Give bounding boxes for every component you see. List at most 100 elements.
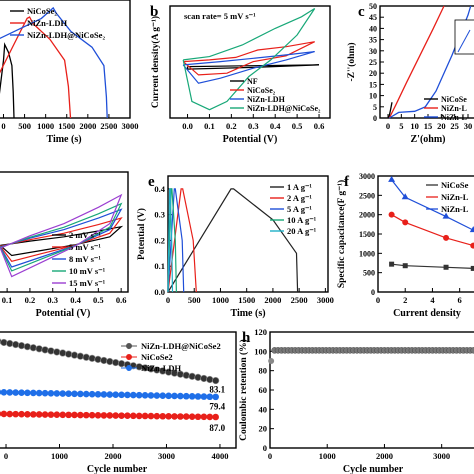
series-b-nizn-ldh (182, 51, 315, 84)
panel-c-ytick-label: 45 (369, 13, 377, 22)
panel-e-ylabel: Potential (V) (136, 208, 147, 260)
panel-e-ytick-label: 0.1 (154, 261, 165, 271)
series-d-3 (0, 202, 123, 272)
point-g-1 (47, 411, 55, 418)
point-g-2 (147, 392, 155, 399)
panel-c-letter: c (358, 4, 365, 20)
panel-c-ytick-label: 50 (369, 2, 377, 11)
point-g-0 (100, 356, 108, 365)
point-f-1 (470, 242, 474, 249)
point-g-0 (0, 338, 8, 347)
panel-h-ytick-label: 100 (254, 346, 267, 356)
point-g-0 (182, 371, 190, 379)
panel-c-ytick-label: 20 (369, 69, 377, 78)
panel-b-xtick-label: 0.3 (248, 121, 259, 131)
point-g-2 (12, 389, 19, 396)
panel-e-xtick-label: 1000 (212, 295, 229, 305)
panel-a-xtick-label: 500 (18, 121, 31, 131)
panel-d-legend-label: 8 mV s⁻¹ (69, 254, 101, 264)
panel-c-xtick-label: 0 (386, 121, 390, 131)
panel-c-ytick-label: 15 (369, 80, 377, 89)
panel-f-xlabel: Current density (393, 308, 461, 319)
point-g-0 (194, 373, 202, 381)
panel-f-legend-label: NiCoSe (441, 180, 469, 190)
point-g-0 (200, 374, 208, 383)
point-g-1 (0, 410, 8, 418)
point-g-1 (18, 410, 25, 418)
panel-a: 0 500 1000 1500 2000 2500 3000 Time (s) NiCoSe₂ N… (0, 0, 139, 145)
point-g-1 (147, 412, 155, 420)
point-g-2 (65, 390, 72, 397)
point-g-1 (153, 412, 161, 420)
panel-g-end-label: 83.1 (209, 384, 225, 394)
panel-e-xtick-label: 3000 (317, 295, 334, 305)
panel-a-xtick-label: 0 (1, 121, 5, 131)
panel-h-ytick-label: 20 (259, 424, 268, 434)
point-g-1 (159, 412, 167, 420)
point-g-0 (88, 354, 96, 362)
point-g-1 (206, 413, 214, 421)
panel-g-xtick-label: 3000 (158, 451, 175, 461)
panel-a-frame (0, 0, 131, 119)
panel-c-xtick-label: 30 (464, 121, 473, 131)
panel-g-end-label: 79.4 (209, 401, 225, 411)
point-g-2 (182, 392, 190, 400)
panel-h-xtick-label: 1000 (319, 451, 336, 461)
panel-c-ytick-label: 40 (369, 24, 377, 33)
panel-e-ytick-label: 0.2 (154, 235, 165, 245)
panel-e-legend-label: 5 A g⁻¹ (287, 204, 312, 214)
point-f-1 (388, 211, 395, 218)
panel-d-xlabel: Potential (V) (36, 308, 91, 319)
point-f-0 (402, 263, 408, 269)
panel-e-letter: e (148, 174, 155, 190)
point-g-2 (71, 390, 78, 398)
panel-c-xtick-label: 15 (424, 121, 433, 131)
panel-e-legend-label: 2 A g⁻¹ (287, 193, 312, 203)
series-b-nicose2 (182, 41, 315, 76)
panel-b-letter: b (150, 4, 158, 20)
point-g-1 (112, 412, 119, 419)
series-d-4 (0, 193, 123, 278)
panel-f-ytick-label: 1500 (359, 230, 375, 239)
point-g-1 (200, 413, 208, 421)
point-g-0 (12, 340, 20, 349)
point-g-2 (118, 391, 125, 399)
panel-b-xtick-label: 0.0 (182, 121, 193, 131)
panel-d-xtick-label: 0.4 (70, 295, 81, 305)
panel-b-xtick-label: 0.1 (204, 121, 215, 131)
panel-b-xlabel: Potential (V) (223, 134, 278, 145)
point-g-1 (53, 411, 61, 419)
panel-a-legend-label: NiZn-LDH (27, 18, 68, 28)
series-e-2 (167, 188, 185, 293)
panel-c-legend-label: NiCoSe (441, 95, 467, 104)
point-g-2 (177, 392, 184, 400)
point-g-0 (23, 343, 32, 351)
panel-a-xtick-label: 1500 (58, 121, 75, 131)
point-g-0 (35, 345, 43, 353)
panel-a-legend-label: NiZn-LDH@NiCoSe₂ (27, 30, 105, 40)
panel-h-ytick-label: 0 (263, 443, 267, 453)
panel-a-xtick-label: 3000 (122, 121, 139, 131)
panel-g-legend-label: NiZn-LDH@NiCoSe2 (141, 341, 221, 351)
panel-h-ylabel: Coulombic retention (%) (238, 339, 249, 441)
point-g-1 (65, 411, 72, 419)
point-h (268, 358, 275, 364)
point-g-0 (29, 344, 37, 352)
point-g-1 (124, 412, 131, 420)
panel-a-xlabel: Time (s) (46, 134, 81, 145)
panel-e-frame (167, 175, 329, 293)
panel-d-xtick-label: 0.3 (47, 295, 58, 305)
panel-f-xtick-label: 6 (458, 295, 462, 305)
panel-f-legend-label: NiZn-L (441, 204, 469, 214)
panel-e-ytick-label: 0.3 (154, 210, 165, 220)
panel-f: 0 2 4 6 0 500 1000 1500 2000 2500 3000 Current dens… (336, 172, 474, 319)
point-g-0 (188, 372, 196, 380)
point-g-2 (212, 393, 219, 401)
point-g-0 (64, 350, 73, 358)
point-g-1 (94, 412, 102, 419)
point-g-1 (71, 411, 78, 419)
panel-d-xtick-label: 0.6 (116, 295, 127, 305)
point-g-0 (117, 360, 126, 368)
point-g-2 (206, 393, 214, 401)
panel-f-letter: f (344, 174, 350, 190)
